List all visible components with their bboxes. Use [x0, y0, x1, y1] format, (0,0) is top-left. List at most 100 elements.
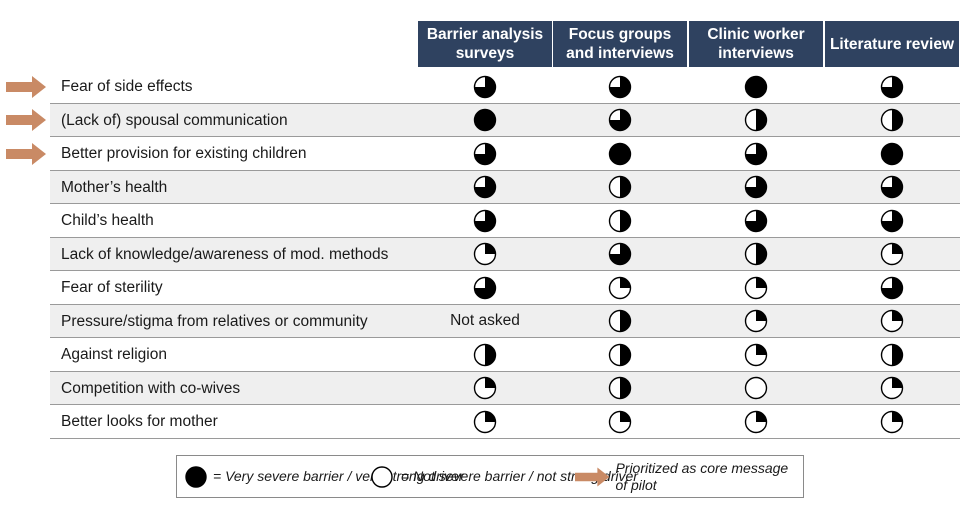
rating-cell [825, 137, 959, 171]
rating-cell [825, 70, 959, 104]
half-circle-icon [608, 343, 632, 366]
table-row: (Lack of) spousal communication [50, 103, 960, 138]
three-quarter-circle-icon [473, 209, 497, 232]
rating-cell [825, 338, 959, 372]
rating-cell [689, 204, 823, 238]
rating-cell [418, 204, 552, 238]
rating-cell [418, 372, 552, 406]
rating-cell [689, 70, 823, 104]
rating-cell [689, 372, 823, 406]
quarter-circle-icon [608, 276, 632, 299]
quarter-circle-icon [608, 410, 632, 433]
rating-cell [553, 238, 687, 272]
quarter-circle-icon [880, 243, 904, 266]
quarter-circle-icon [880, 410, 904, 433]
rating-cell [689, 338, 823, 372]
quarter-circle-icon [744, 343, 768, 366]
three-quarter-circle-icon [473, 142, 497, 165]
table-row: Fear of sterility [50, 271, 960, 305]
three-quarter-circle-icon [473, 276, 497, 299]
rating-cell [553, 137, 687, 171]
table-row: Competition with co-wives [50, 371, 960, 406]
half-circle-icon [744, 109, 768, 132]
column-header: Literature review [825, 21, 959, 67]
legend-arrow: Prioritized as core message of pilot [575, 456, 803, 497]
quarter-circle-icon [880, 310, 904, 333]
row-label: Fear of side effects [61, 78, 193, 95]
rating-cell: Not asked [418, 305, 552, 339]
full-circle-icon [185, 465, 207, 488]
rating-cell [689, 405, 823, 439]
table-row: Pressure/stigma from relatives or commun… [50, 304, 960, 339]
legend-full-text: = Very severe barrier / very strong driv… [213, 468, 464, 484]
rating-cell [825, 405, 959, 439]
quarter-circle-icon [473, 243, 497, 266]
three-quarter-circle-icon [744, 142, 768, 165]
quarter-circle-icon [744, 276, 768, 299]
rating-cell [553, 305, 687, 339]
rating-cell [553, 171, 687, 205]
table-row: Mother’s health [50, 170, 960, 205]
rating-cell [689, 104, 823, 138]
three-quarter-circle-icon [880, 75, 904, 98]
rating-cell [553, 405, 687, 439]
rating-cell [553, 338, 687, 372]
table-row: Better looks for mother [50, 405, 960, 439]
rating-cell [553, 271, 687, 305]
row-label: Against religion [61, 346, 167, 363]
rating-cell [418, 338, 552, 372]
quarter-circle-icon [744, 310, 768, 333]
table-row: Against religion [50, 338, 960, 372]
priority-arrow-icon [6, 109, 46, 132]
half-circle-icon [880, 343, 904, 366]
column-header: Clinic worker interviews [689, 21, 823, 67]
half-circle-icon [608, 377, 632, 400]
priority-arrow-icon [575, 467, 610, 486]
quarter-circle-icon [744, 410, 768, 433]
half-circle-icon [473, 343, 497, 366]
three-quarter-circle-icon [880, 176, 904, 199]
priority-arrow-icon [6, 75, 46, 98]
quarter-circle-icon [473, 377, 497, 400]
priority-arrow-icon [6, 142, 46, 165]
row-label: (Lack of) spousal communication [61, 111, 288, 129]
three-quarter-circle-icon [880, 209, 904, 232]
three-quarter-circle-icon [608, 75, 632, 98]
three-quarter-circle-icon [473, 75, 497, 98]
rating-cell [689, 171, 823, 205]
legend-full: = Very severe barrier / very strong driv… [185, 456, 463, 497]
legend-arrow-text: Prioritized as core message of pilot [615, 459, 789, 493]
quarter-circle-icon [473, 410, 497, 433]
half-circle-icon [744, 243, 768, 266]
empty-circle-icon [744, 377, 768, 400]
row-label: Mother’s health [61, 178, 168, 196]
rating-cell [825, 305, 959, 339]
half-circle-icon [608, 176, 632, 199]
table-row: Better provision for existing children [50, 137, 960, 171]
three-quarter-circle-icon [473, 176, 497, 199]
full-circle-icon [473, 109, 497, 132]
empty-circle-icon [371, 465, 393, 488]
row-label: Pressure/stigma from relatives or commun… [61, 312, 368, 330]
rating-cell [825, 238, 959, 272]
rating-cell [418, 104, 552, 138]
half-circle-icon [608, 310, 632, 333]
table-row: Lack of knowledge/awareness of mod. meth… [50, 237, 960, 272]
rating-cell [553, 372, 687, 406]
column-header: Barrier analysis surveys [418, 21, 552, 67]
row-label: Fear of sterility [61, 279, 163, 296]
rating-cell [418, 171, 552, 205]
not-asked-text: Not asked [450, 312, 520, 330]
rating-cell [689, 238, 823, 272]
row-label: Better looks for mother [61, 413, 218, 430]
three-quarter-circle-icon [608, 109, 632, 132]
quarter-circle-icon [880, 377, 904, 400]
rating-cell [418, 70, 552, 104]
rating-cell [418, 405, 552, 439]
table-row: Child’s health [50, 204, 960, 238]
three-quarter-circle-icon [880, 276, 904, 299]
column-header: Focus groups and interviews [553, 21, 687, 67]
three-quarter-circle-icon [744, 209, 768, 232]
row-label: Competition with co-wives [61, 379, 241, 397]
rating-cell [825, 271, 959, 305]
